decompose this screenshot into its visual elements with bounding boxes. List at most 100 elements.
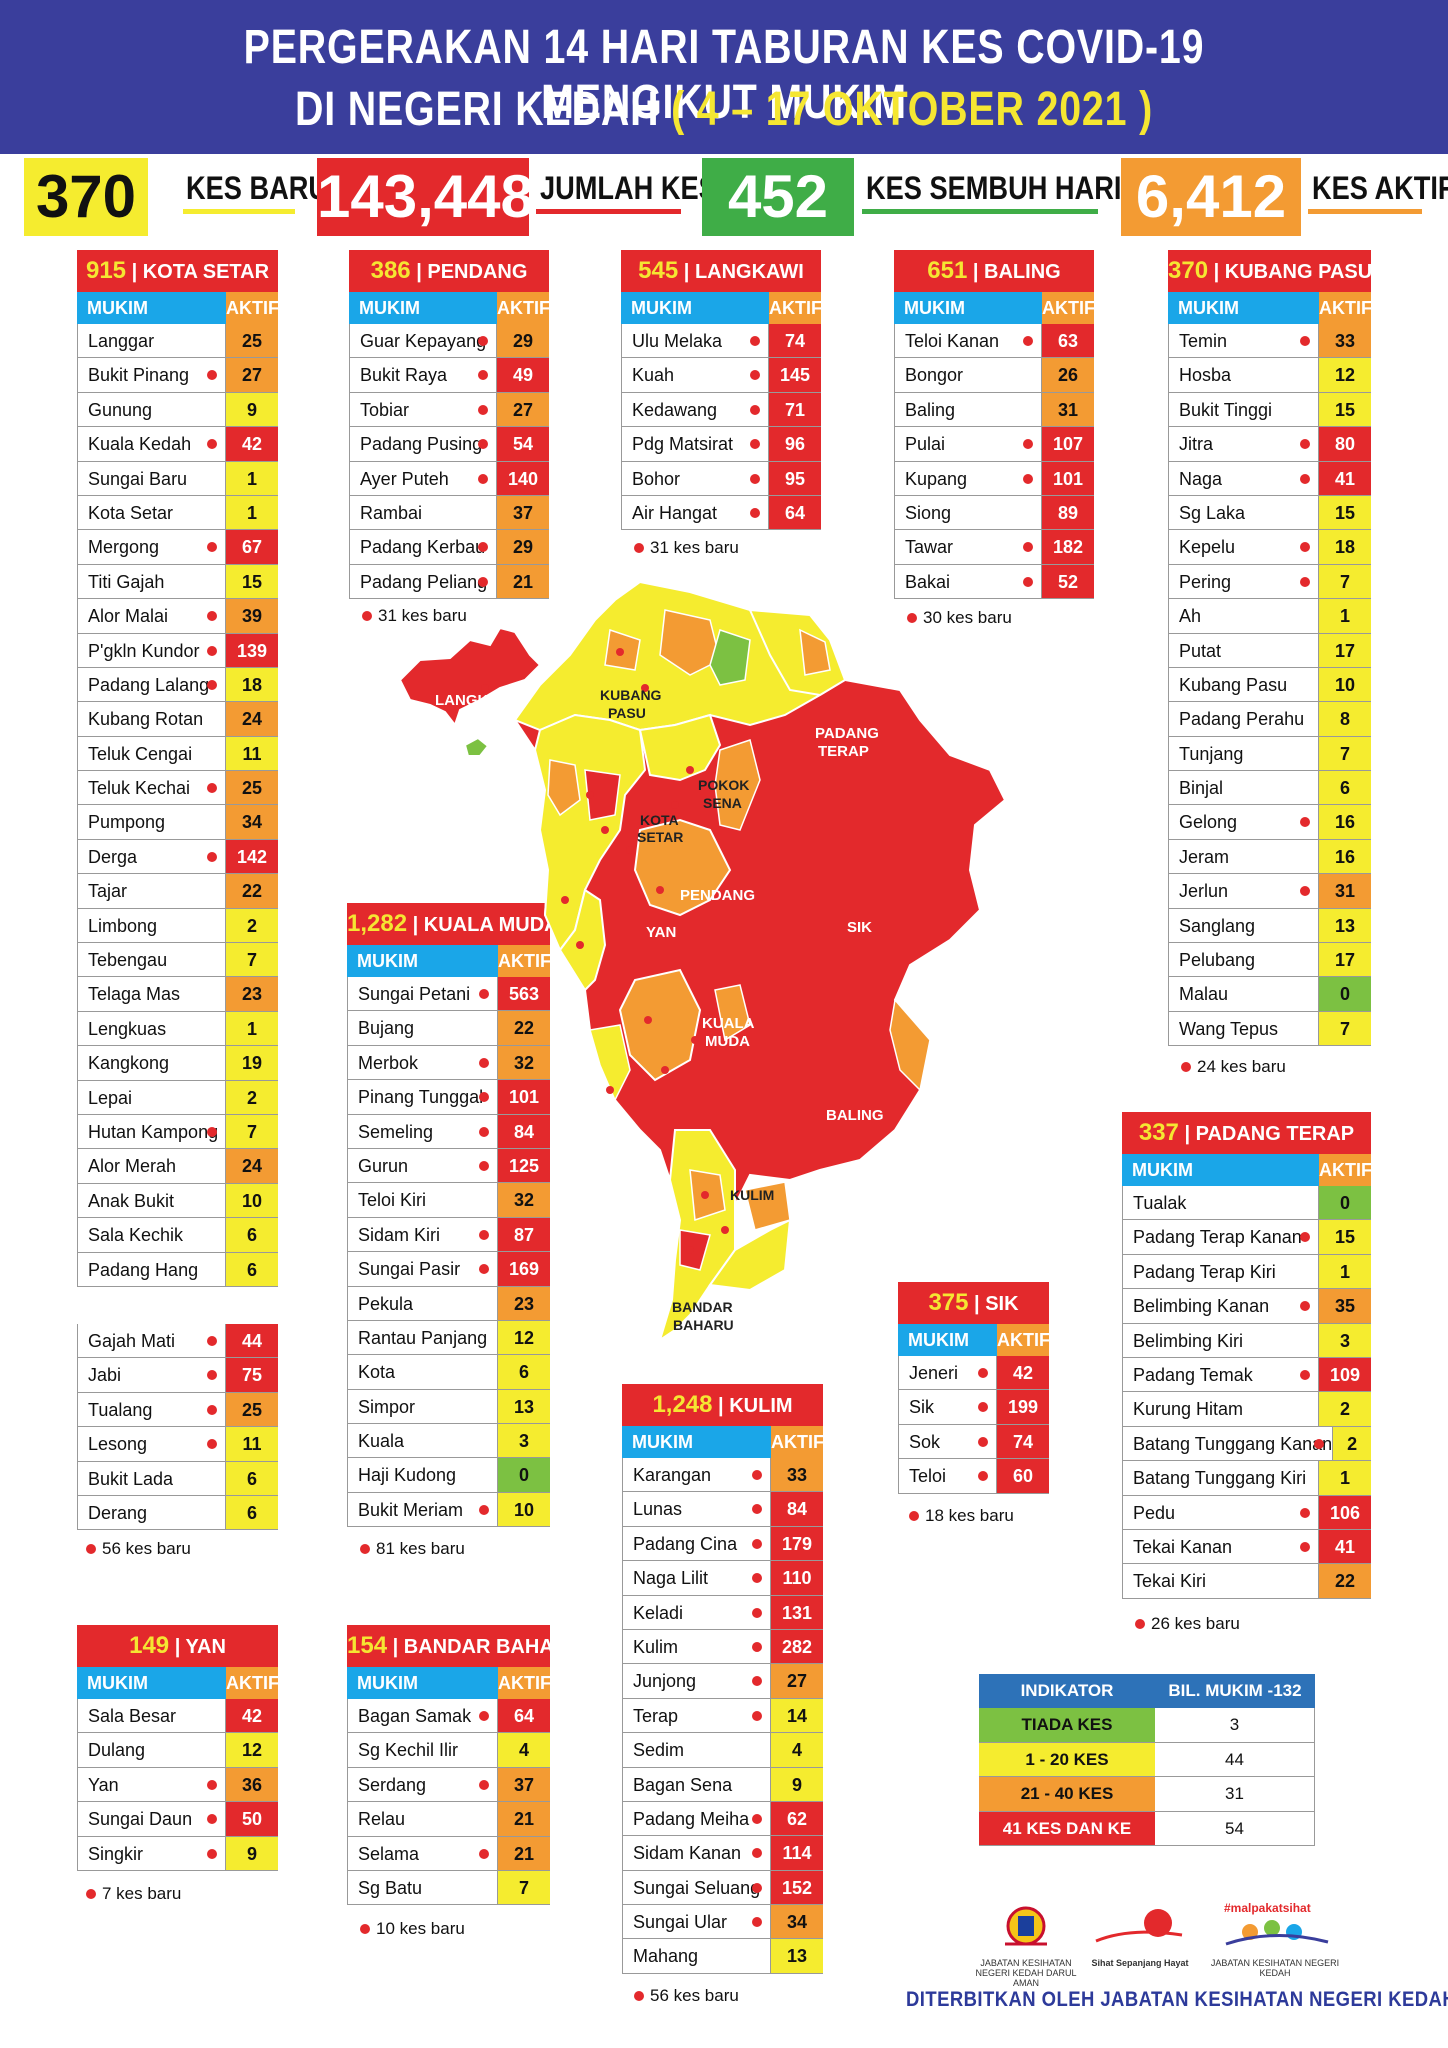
table-row: Bohor 95 <box>621 461 821 496</box>
mukim-name: Kota <box>348 1355 498 1389</box>
map-label-pendang: PENDANG <box>680 887 755 904</box>
page-title: PERGERAKAN 14 HARI TABURAN KES COVID-19 … <box>243 21 1205 129</box>
active-count: 18 <box>1319 530 1371 564</box>
active-count: 2 <box>1319 1392 1371 1426</box>
header-separator: | <box>169 1636 186 1658</box>
table-row: Bukit Tinggi 15 <box>1168 392 1371 428</box>
table-row: Naga Lilit 110 <box>622 1561 823 1596</box>
table-row: Kangkong 19 <box>77 1046 278 1081</box>
active-count: 9 <box>771 1767 823 1801</box>
active-count: 16 <box>1319 839 1371 874</box>
table-row: Rambai 37 <box>349 495 549 531</box>
map-patch-bandar-baharu-orange <box>744 1181 791 1231</box>
table-row: Haji Kudong 0 <box>347 1458 550 1493</box>
mukim-name: Lengkuas <box>78 1011 226 1046</box>
active-count: 96 <box>769 427 821 461</box>
new-case-dot-icon <box>478 439 488 450</box>
new-case-dot-icon <box>207 611 217 622</box>
mukim-name: Teloi Kanan <box>895 324 1042 358</box>
table-sik: 375 | SIK MUKIM AKTIF Jeneri 42 Sik 199 Sok 74 Te… <box>898 1282 1050 1494</box>
new-case-dot-icon <box>752 1848 762 1859</box>
mukim-name: Kangkong <box>78 1046 226 1080</box>
mukim-name: Pulai <box>895 427 1042 461</box>
kulim-district-name: KULIM <box>729 1395 793 1417</box>
table-row: Ulu Melaka 74 <box>621 324 821 359</box>
mukim-name: Terap <box>623 1698 771 1733</box>
active-count: 2 <box>226 908 278 943</box>
active-count: 33 <box>1319 324 1371 358</box>
active-count: 62 <box>771 1801 823 1836</box>
mukim-name: Kuala Kedah <box>78 427 226 461</box>
new-case-dot-icon <box>752 1917 762 1928</box>
active-count: 29 <box>497 530 549 564</box>
map-label-kulim: KULIM <box>730 1187 774 1203</box>
mukim-name: Singkir <box>78 1836 226 1870</box>
active-count: 2 <box>226 1080 278 1114</box>
table-row: Padang Terap Kiri 1 <box>1122 1254 1371 1290</box>
active-count: 95 <box>769 461 821 495</box>
new-case-dot-icon <box>1314 1438 1325 1449</box>
table-row: Sg Kechil Ilir 4 <box>347 1733 550 1768</box>
map-label-kubang-pasu-2: PASU <box>608 705 646 721</box>
mukim-name: Rambai <box>350 495 497 530</box>
active-count: 22 <box>498 1011 550 1045</box>
table-row: Sala Kechik 6 <box>77 1218 278 1253</box>
bandar-baharu-new-cases-note: 10 kes baru <box>360 1919 465 1939</box>
mukim-name: Teluk Kechai <box>78 771 226 805</box>
jkn-crest-logo <box>985 1900 1067 1956</box>
header-separator: | <box>387 1636 404 1658</box>
table-row: Temin 33 <box>1168 324 1371 359</box>
active-count: 27 <box>497 392 549 427</box>
new-case-dot-icon <box>752 1813 762 1824</box>
kubang-pasu-header: 370 | KUBANG PASU <box>1168 250 1372 292</box>
mukim-name: Kuah <box>622 358 769 392</box>
map-case-dots <box>481 648 729 1254</box>
bandar-baharu-district-name: BANDAR BAHARU <box>403 1636 583 1658</box>
table-row: Titi Gajah 15 <box>77 564 278 600</box>
mukim-name: Sedim <box>623 1733 771 1767</box>
mukim-name: Lesong <box>78 1427 226 1461</box>
new-case-dot-icon <box>1023 542 1033 553</box>
mukim-name: Temin <box>1169 324 1319 358</box>
new-case-dot-icon <box>207 645 217 656</box>
mukim-name: Batang Tunggang Kiri <box>1123 1461 1319 1495</box>
table-kota-setar: 915 | KOTA SETAR MUKIM AKTIF Langgar 25 Bukit… <box>77 250 279 1287</box>
new-case-dot-icon <box>978 1436 988 1447</box>
mukim-name: Tobiar <box>350 392 497 427</box>
mukim-name: Belimbing Kanan <box>1123 1289 1319 1323</box>
active-cases-label: KES AKTIF <box>1312 170 1448 206</box>
header-separator: | <box>407 914 424 936</box>
mukim-name: Padang Temak <box>1123 1357 1319 1392</box>
active-count: 8 <box>1319 702 1371 736</box>
mukim-name: Anak Bukit <box>78 1183 226 1218</box>
new-case-dot-icon <box>750 439 760 450</box>
mukim-name: Tualak <box>1123 1186 1319 1220</box>
recovered-label: KES SEMBUH HARIAN <box>866 170 1161 206</box>
table-row: Teloi Kanan 63 <box>894 324 1094 359</box>
table-row: Kota Setar 1 <box>77 495 278 531</box>
map-label-padang-terap-1: PADANG <box>815 725 879 742</box>
mukim-name: Ulu Melaka <box>622 324 769 358</box>
active-count: 1 <box>1319 1461 1371 1495</box>
active-count: 27 <box>226 358 278 392</box>
new-case-dot-icon <box>1300 1507 1310 1518</box>
table-row: Kubang Rotan 24 <box>77 702 278 737</box>
active-count: 10 <box>226 1183 278 1218</box>
table-row: Kulim 282 <box>622 1629 823 1665</box>
mukim-name: Jeram <box>1169 839 1319 874</box>
mukim-name: Mergong <box>78 530 226 564</box>
table-row: Relau 21 <box>347 1802 550 1837</box>
active-count: 0 <box>1319 977 1371 1011</box>
mukim-name: Sala Kechik <box>78 1218 226 1252</box>
active-count: 33 <box>771 1458 823 1492</box>
mukim-name: Hosba <box>1169 358 1319 392</box>
new-case-dot-icon <box>1023 336 1033 346</box>
table-row: Sidam Kanan 114 <box>622 1836 823 1871</box>
mukim-name: Hutan Kampong <box>78 1114 226 1149</box>
map-region-langkawi <box>398 626 542 728</box>
new-case-dot-icon <box>1300 1301 1310 1312</box>
table-row: Jeram 16 <box>1168 839 1371 875</box>
table-row: Sanglang 13 <box>1168 908 1371 944</box>
new-case-dot-icon <box>978 1402 988 1413</box>
mukim-name: Selama <box>348 1836 498 1870</box>
